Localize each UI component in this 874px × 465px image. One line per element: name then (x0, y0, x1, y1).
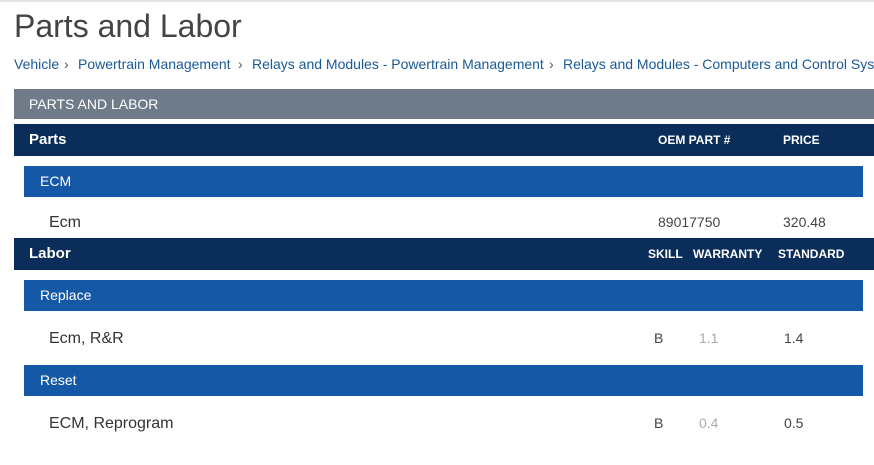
group-header: ECM (24, 166, 863, 197)
column-header: SKILL (648, 247, 683, 261)
parts-heading: Parts (29, 131, 67, 148)
breadcrumb-separator: › (549, 56, 554, 72)
breadcrumb-link[interactable]: Relays and Modules - Computers and Contr… (563, 56, 874, 72)
labor-skill: B (654, 415, 664, 431)
breadcrumb-link[interactable]: Relays and Modules - Powertrain Manageme… (252, 56, 544, 72)
labor-header: Labor SKILL WARRANTY STANDARD (14, 238, 874, 270)
labor-standard: 0.5 (784, 415, 804, 431)
breadcrumb-separator: › (64, 56, 69, 72)
labor-standard: 1.4 (784, 330, 804, 346)
column-header: STANDARD (778, 247, 845, 261)
column-header: PRICE (783, 133, 820, 147)
group-header: Reset (24, 365, 863, 396)
labor-skill: B (654, 330, 664, 346)
parts-header: Parts OEM PART # PRICE (14, 124, 874, 156)
labor-warranty: 1.1 (699, 330, 719, 346)
column-header: OEM PART # (658, 133, 731, 147)
breadcrumb-separator: › (238, 56, 243, 72)
labor-warranty: 0.4 (699, 415, 719, 431)
breadcrumb-link[interactable]: Vehicle (14, 56, 60, 72)
group-header: Replace (24, 280, 863, 311)
part-price: 320.48 (783, 214, 826, 230)
part-number: 89017750 (658, 214, 721, 230)
page-title: Parts and Labor (14, 8, 242, 44)
part-name: Ecm (49, 214, 81, 231)
section-banner: PARTS AND LABOR (14, 89, 874, 119)
labor-name: ECM, Reprogram (49, 415, 174, 432)
breadcrumb-link[interactable]: Powertrain Management (78, 56, 231, 72)
column-header: WARRANTY (693, 247, 763, 261)
labor-heading: Labor (29, 245, 71, 262)
labor-name: Ecm, R&R (49, 330, 124, 347)
